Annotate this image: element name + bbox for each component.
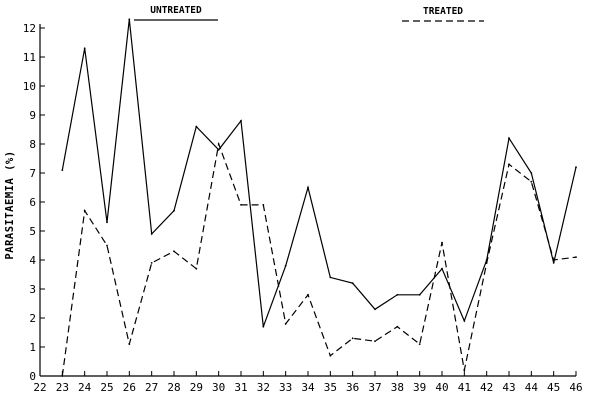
data-point-treated (552, 259, 555, 261)
x-tick-label: 28 (167, 381, 180, 394)
data-point-untreated (508, 137, 510, 140)
data-point-treated (485, 262, 488, 264)
data-point-untreated (284, 264, 287, 267)
data-point-treated (351, 337, 354, 340)
data-point-untreated (240, 119, 242, 122)
data-point-treated (128, 343, 131, 345)
x-tick-label: 25 (100, 381, 113, 394)
x-tick-label: 32 (257, 381, 270, 394)
x-tick-label: 31 (234, 381, 247, 394)
data-point-treated (530, 180, 533, 183)
data-point-untreated (351, 282, 354, 285)
x-tick-label: 34 (301, 381, 315, 394)
data-point-untreated (418, 293, 421, 296)
data-point-treated (240, 204, 242, 206)
x-tick-label: 27 (145, 381, 158, 394)
data-point-treated (284, 322, 287, 325)
legend-label-untreated: UNTREATED (150, 5, 202, 16)
data-point-untreated (530, 172, 533, 174)
y-tick-label: 11 (23, 51, 36, 64)
x-tick-label: 22 (33, 381, 46, 394)
y-tick-label: 10 (23, 80, 36, 93)
y-tick-label: 2 (29, 312, 36, 325)
data-point-treated (329, 354, 332, 357)
y-tick-label: 1 (29, 341, 36, 354)
legend: UNTREATED TREATED (134, 5, 484, 22)
x-tick-label: 24 (78, 381, 92, 394)
y-tick-label: 6 (29, 196, 36, 209)
data-point-untreated (441, 267, 443, 270)
data-point-untreated (307, 186, 309, 189)
x-tick-label: 39 (413, 381, 426, 394)
x-tick-label: 29 (190, 381, 203, 394)
x-tick-label: 46 (569, 381, 582, 394)
x-tick-label: 44 (525, 381, 539, 394)
data-point-treated (195, 267, 198, 270)
x-tick-label: 41 (458, 381, 471, 394)
y-tick-label: 4 (29, 254, 36, 267)
data-point-treated (173, 250, 175, 253)
data-point-treated (217, 143, 220, 145)
data-point-untreated (575, 166, 577, 169)
x-tick-label: 40 (435, 381, 448, 394)
legend-label-treated: TREATED (423, 6, 463, 17)
data-point-untreated (106, 221, 108, 224)
data-point-untreated (195, 125, 198, 128)
x-tick-label: 35 (324, 381, 337, 394)
data-point-untreated (61, 169, 64, 172)
series-layer (61, 18, 577, 377)
data-point-untreated (463, 320, 466, 322)
x-tick-label: 42 (480, 381, 493, 394)
data-point-untreated (552, 262, 555, 264)
data-point-treated (150, 262, 153, 264)
data-point-untreated (217, 148, 220, 151)
y-tick-label: 5 (29, 225, 36, 238)
data-point-treated (374, 340, 376, 343)
data-point-treated (61, 375, 64, 377)
data-point-untreated (173, 209, 175, 212)
data-point-untreated (374, 308, 376, 311)
y-axis-label: PARASITAEMIA (%) (4, 150, 16, 259)
series-line-treated (61, 141, 577, 377)
x-tick-label: 45 (547, 381, 560, 394)
x-tick-label: 30 (212, 381, 225, 394)
x-tick-label: 33 (279, 381, 292, 394)
data-point-treated (575, 256, 577, 258)
axes: 22 23 24 25 26 27 28 29 30 31 32 33 34 35 36 37 38 39 40 41… (23, 22, 583, 394)
x-tick-label: 26 (123, 381, 136, 394)
x-tick-label: 36 (346, 381, 359, 394)
x-tick-label: 37 (368, 381, 381, 394)
data-point-treated (307, 293, 309, 296)
data-point-treated (262, 204, 265, 206)
data-point-treated (106, 244, 108, 247)
x-tick-label: 38 (391, 381, 404, 394)
x-tick-label: 23 (56, 381, 69, 394)
data-point-untreated (150, 233, 153, 235)
series-line-untreated (61, 19, 577, 327)
data-point-treated (418, 343, 421, 345)
y-tick-label: 8 (29, 138, 36, 151)
y-tick-label: 9 (29, 109, 36, 122)
data-point-untreated (262, 325, 265, 328)
data-point-treated (83, 209, 86, 212)
data-point-treated (508, 163, 510, 166)
data-point-untreated (128, 18, 131, 21)
y-tick-label: 12 (23, 22, 36, 35)
data-point-treated (463, 369, 466, 372)
data-point-untreated (329, 276, 332, 279)
data-point-untreated (396, 293, 399, 296)
x-tick-label: 43 (502, 381, 515, 394)
data-point-untreated (83, 47, 86, 50)
y-tick-label: 7 (29, 167, 36, 180)
y-tick-label: 0 (29, 370, 36, 383)
y-tick-label: 3 (29, 283, 36, 296)
data-point-treated (441, 241, 443, 244)
data-point-treated (396, 325, 399, 328)
